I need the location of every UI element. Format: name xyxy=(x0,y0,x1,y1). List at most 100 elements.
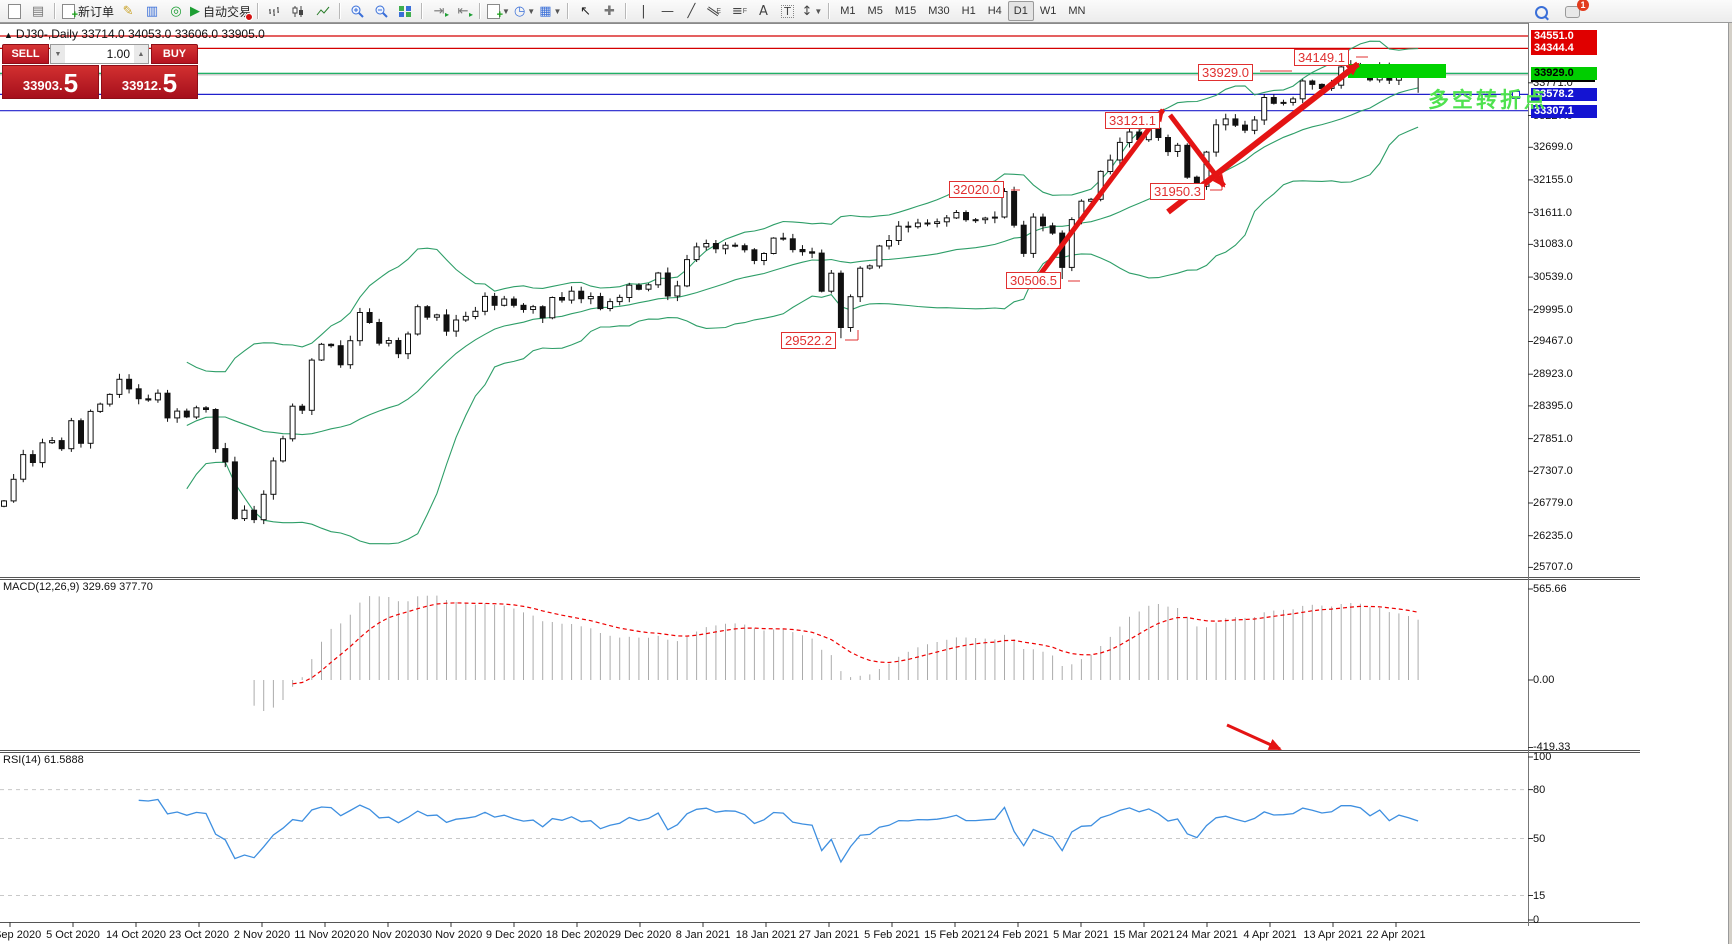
date-label: 24 Feb 2021 xyxy=(987,929,1049,941)
price-badge: 33307.1 xyxy=(1531,105,1597,118)
sell-button[interactable]: SELL xyxy=(2,44,49,64)
price-badge: 34551.0 xyxy=(1531,30,1597,43)
date-label: 20 Nov 2020 xyxy=(356,929,420,941)
candlestick-chart-icon[interactable] xyxy=(288,1,310,21)
periods-icon[interactable]: ◷ ▼ xyxy=(513,3,536,19)
price-badge: 33578.2 xyxy=(1531,88,1597,101)
new-chart-icon[interactable] xyxy=(3,1,25,21)
tab-timeframe-h1[interactable]: H1 xyxy=(961,5,976,17)
vertical-line-icon[interactable]: | xyxy=(641,3,646,19)
hline-selection-handle[interactable] xyxy=(1512,91,1520,99)
date-label: 30 Nov 2020 xyxy=(419,929,483,941)
zoom-out-icon[interactable] xyxy=(370,1,392,21)
price-annotation[interactable]: 29522.2 xyxy=(781,332,836,349)
price-axis-tick: 28395.0 xyxy=(1533,400,1573,412)
toolbar-separator xyxy=(54,3,56,19)
price-axis-tick: 31611.0 xyxy=(1533,207,1572,219)
price-annotation[interactable]: 33929.0 xyxy=(1198,64,1253,81)
horizontal-line-icon[interactable]: — xyxy=(660,3,674,19)
date-label: 27 Jan 2021 xyxy=(798,929,860,941)
toolbar-separator xyxy=(625,3,628,19)
rsi-axis-label: 100 xyxy=(1533,751,1552,763)
notifications-icon[interactable]: 1 xyxy=(1561,0,1589,22)
price-axis-tick: 32699.0 xyxy=(1533,141,1573,153)
price-annotation[interactable]: 34149.1 xyxy=(1294,49,1349,66)
crosshair-icon[interactable]: ✚ xyxy=(603,3,615,19)
collapse-icon[interactable]: ▲ xyxy=(4,30,13,40)
fibonacci-icon[interactable]: ≡ F xyxy=(731,3,748,19)
tile-windows-icon[interactable] xyxy=(394,1,416,21)
price-axis-tick: 30539.0 xyxy=(1533,271,1573,283)
price-annotation[interactable]: 31950.3 xyxy=(1150,183,1205,200)
macd-axis-label: 0.00 xyxy=(1533,674,1555,686)
chart-shift-icon[interactable]: ⇤ ▸ xyxy=(457,3,474,20)
auto-scroll-icon[interactable]: ⇥ ▸ xyxy=(433,3,450,20)
price-annotation[interactable]: 30506.5 xyxy=(1006,272,1061,289)
buy-button[interactable]: BUY xyxy=(151,44,198,64)
cursor-icon[interactable]: ↖ xyxy=(579,3,591,19)
templates-icon[interactable]: ▦ ▼ xyxy=(539,3,562,19)
rsi-axis-label: 0 xyxy=(1533,914,1540,926)
price-axis-tick: 28923.0 xyxy=(1533,368,1573,380)
toolbar-separator xyxy=(828,3,831,19)
tab-timeframe-m1[interactable]: M1 xyxy=(840,5,856,17)
toolbar-separator xyxy=(257,3,260,19)
metaeditor-icon[interactable]: ✎ xyxy=(122,3,134,19)
chart-title: ▲ DJ30-,Daily 33714.0 34053.0 33606.0 339… xyxy=(4,27,265,41)
text-label-icon[interactable]: T xyxy=(776,1,798,21)
price-axis-tick: 26235.0 xyxy=(1533,530,1573,542)
channel-icon[interactable]: ∥ E xyxy=(705,4,722,18)
macd-axis-label: 565.66 xyxy=(1533,583,1567,595)
volume-stepper: ▼ 1.00 ▲ xyxy=(50,44,149,64)
new-order-button[interactable]: + 新订单 xyxy=(61,1,115,21)
date-label: 22 Apr 2021 xyxy=(1366,929,1426,941)
notification-badge: 1 xyxy=(1577,0,1589,11)
text-icon[interactable]: A xyxy=(758,3,768,19)
window-border xyxy=(1728,0,1732,944)
tab-timeframe-m30[interactable]: M30 xyxy=(928,5,950,17)
date-label: 9 Dec 2020 xyxy=(485,929,543,941)
bar-chart-icon[interactable] xyxy=(264,1,286,21)
tab-timeframe-mn[interactable]: MN xyxy=(1068,5,1086,17)
tab-timeframe-h4[interactable]: H4 xyxy=(987,5,1002,17)
price-axis-tick: 27851.0 xyxy=(1533,433,1573,445)
volume-increase-button[interactable]: ▲ xyxy=(134,45,148,63)
date-label: 14 Oct 2020 xyxy=(106,929,166,941)
one-click-trade-panel: SELL ▼ 1.00 ▲ BUY 33903. 5 33912. 5 xyxy=(2,44,198,99)
price-axis-tick: 31083.0 xyxy=(1533,238,1573,250)
chart-profile-icon[interactable]: ▤ xyxy=(31,3,45,19)
tab-timeframe-d1[interactable]: D1 xyxy=(1007,1,1034,21)
date-label: 29 Dec 2020 xyxy=(608,929,672,941)
date-label: 15 Feb 2021 xyxy=(924,929,986,941)
price-axis-tick: 33771.0 xyxy=(1533,77,1573,89)
autotrade-icon: ▶ xyxy=(190,5,254,21)
price-badge: 34344.4 xyxy=(1531,42,1597,55)
date-label: 23 Oct 2020 xyxy=(169,929,229,941)
search-icon[interactable] xyxy=(1530,2,1552,22)
trendline-icon[interactable]: ╱ xyxy=(687,3,696,19)
chart-note-text[interactable]: 多空转折点 xyxy=(1428,89,1548,112)
price-annotation[interactable]: 32020.0 xyxy=(949,181,1004,198)
rsi-label: RSI(14) 61.5888 xyxy=(3,754,84,766)
date-label: 2 Nov 2020 xyxy=(233,929,291,941)
indicators-icon[interactable]: + ▼ xyxy=(486,1,511,21)
autotrade-button[interactable]: ▶ 自动交易 xyxy=(189,1,254,21)
tab-timeframe-m15[interactable]: M15 xyxy=(894,5,917,17)
new-order-icon: + xyxy=(62,3,78,20)
signals-icon[interactable]: ◎ xyxy=(170,3,182,19)
volume-decrease-button[interactable]: ▼ xyxy=(51,45,65,63)
arrows-tool-icon[interactable]: ↕ ▼ xyxy=(801,3,823,19)
zoom-in-icon[interactable] xyxy=(346,1,368,21)
terminal-icon[interactable]: ▥ xyxy=(145,3,159,19)
tab-timeframe-w1[interactable]: W1 xyxy=(1039,5,1057,17)
sell-price-display[interactable]: 33903. 5 xyxy=(2,65,99,99)
date-label: 11 Nov 2020 xyxy=(294,929,356,941)
price-annotation[interactable]: 33121.1 xyxy=(1105,112,1160,129)
date-label: 8 Jan 2021 xyxy=(675,929,731,941)
line-chart-icon[interactable] xyxy=(312,1,334,21)
buy-price-display[interactable]: 33912. 5 xyxy=(101,65,198,99)
volume-value[interactable]: 1.00 xyxy=(106,47,130,61)
tab-timeframe-m5[interactable]: M5 xyxy=(867,5,883,17)
toolbar-separator xyxy=(567,3,570,19)
